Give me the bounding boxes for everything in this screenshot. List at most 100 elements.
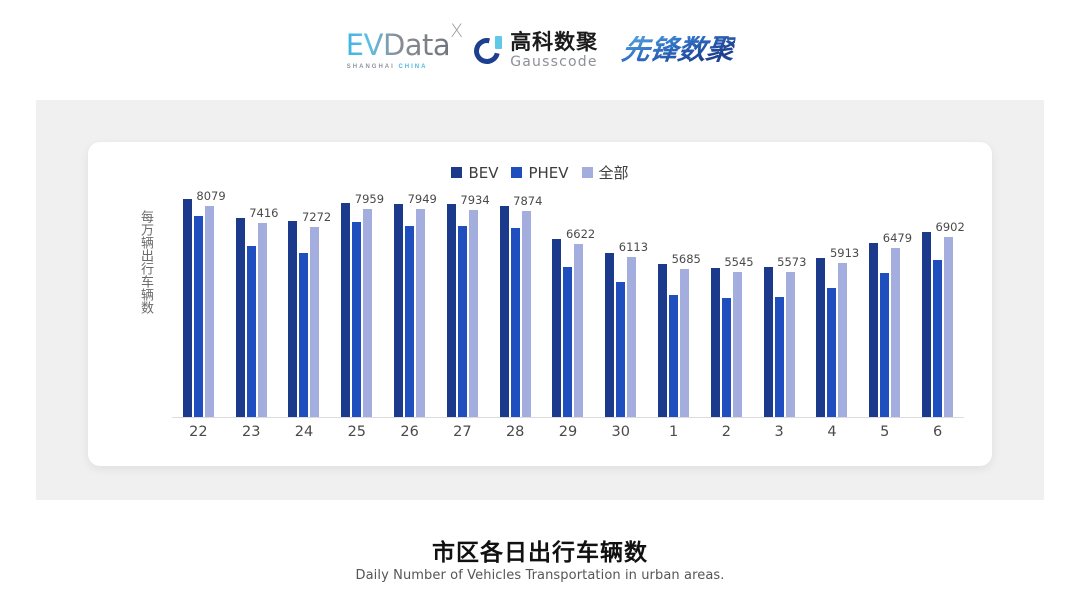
bar-全部[interactable] <box>627 257 637 418</box>
x-axis-tick: 24 <box>294 424 314 440</box>
bar-value-label: 5685 <box>671 251 701 266</box>
bar-phev[interactable] <box>352 222 362 418</box>
bar-全部[interactable] <box>204 205 214 418</box>
logo-xianfeng: 先锋数聚 <box>619 33 737 66</box>
x-axis-tick: 22 <box>189 424 208 440</box>
x-axis-tick: 3 <box>774 424 784 440</box>
bar-全部[interactable] <box>838 262 848 418</box>
bar-bev[interactable] <box>763 267 773 418</box>
bar-groups: 8079 7416 7272 7959 7949 7934 7874 6622 6113 5685… <box>172 189 965 418</box>
chart-legend: BEV PHEV 全部 <box>88 162 992 183</box>
logo-gausscode: 高科数聚 Gausscode <box>469 29 599 70</box>
x-axis-ticks: 22 23 24 25 26 27 28 29 30 1 2 3 4 5 6 <box>172 424 964 446</box>
bar-phev[interactable] <box>246 245 256 418</box>
bar-bev[interactable] <box>446 204 456 418</box>
bar-value-label: 7272 <box>301 209 332 224</box>
bar-value-label: 7934 <box>460 192 490 207</box>
bar-全部[interactable] <box>944 236 954 418</box>
gausscode-mark-icon <box>469 32 506 69</box>
evdata-tagline: SHANGHAI CHINA <box>347 64 428 70</box>
bar-group: 6479 <box>858 192 913 418</box>
legend-label: PHEV <box>528 163 569 182</box>
bar-bev[interactable] <box>552 239 562 418</box>
bar-phev[interactable] <box>405 225 415 418</box>
x-axis-tick: 28 <box>505 424 525 440</box>
chart-card: BEV PHEV 全部 每万辆出行车辆数 8079 7416 7272 7959 7949 7… <box>88 142 992 466</box>
legend-swatch-icon <box>511 167 523 178</box>
bar-bev[interactable] <box>182 199 192 418</box>
bar-全部[interactable] <box>680 268 690 418</box>
x-axis-tick: 23 <box>241 424 261 440</box>
legend-swatch-icon <box>451 167 463 178</box>
bar-value-label: 7416 <box>249 206 279 221</box>
bar-group: 7416 <box>225 192 278 418</box>
bar-bev[interactable] <box>816 258 826 418</box>
bar-bev[interactable] <box>235 217 245 418</box>
bar-phev[interactable] <box>193 216 203 418</box>
bar-group: 7874 <box>489 192 542 418</box>
evdata-wordmark: EVData <box>345 27 451 62</box>
bar-bev[interactable] <box>341 203 351 418</box>
bar-phev[interactable] <box>616 281 626 418</box>
x-axis-tick: 29 <box>558 424 578 440</box>
bar-全部[interactable] <box>574 244 584 418</box>
gausscode-chinese-name: 高科数聚 <box>510 29 599 54</box>
legend-item-phev[interactable]: PHEV <box>511 163 569 182</box>
x-axis-tick: 27 <box>453 424 472 440</box>
x-axis-tick: 1 <box>668 424 679 440</box>
bar-全部[interactable] <box>521 211 531 418</box>
bar-value-label: 6479 <box>882 230 913 245</box>
bar-全部[interactable] <box>785 271 795 418</box>
bar-value-label: 7949 <box>407 192 437 207</box>
bar-phev[interactable] <box>880 272 890 418</box>
bar-group: 5913 <box>806 192 859 418</box>
bar-bev[interactable] <box>394 203 404 418</box>
plot-area: 8079 7416 7272 7959 7949 7934 7874 6622 6113 5685… <box>172 189 965 418</box>
bar-phev[interactable] <box>933 259 943 418</box>
bar-全部[interactable] <box>891 247 901 418</box>
bar-全部[interactable] <box>732 272 742 418</box>
legend-item-全部[interactable]: 全部 <box>581 162 629 183</box>
bar-phev[interactable] <box>510 227 520 418</box>
bar-phev[interactable] <box>774 297 784 418</box>
bar-value-label: 5573 <box>777 254 807 269</box>
bar-phev[interactable] <box>721 298 731 418</box>
bar-group: 7959 <box>330 191 385 418</box>
bar-bev[interactable] <box>710 268 720 418</box>
bar-bev[interactable] <box>288 221 298 418</box>
bar-phev[interactable] <box>669 294 679 418</box>
legend-label: 全部 <box>598 164 629 182</box>
bar-全部[interactable] <box>468 209 478 418</box>
bar-value-label: 5913 <box>829 245 860 260</box>
bar-phev[interactable] <box>827 288 837 418</box>
gausscode-bar-icon <box>495 35 503 49</box>
bar-group: 5685 <box>647 192 701 418</box>
xianfeng-wordmark: 先锋数聚 <box>619 33 737 66</box>
bar-value-label: 7959 <box>354 191 385 206</box>
logo-bar: EVData X SHANGHAI CHINA 高科数聚 Gausscode 先… <box>0 21 1080 76</box>
bar-bev[interactable] <box>658 264 668 418</box>
bar-phev[interactable] <box>563 266 573 418</box>
legend-item-bev[interactable]: BEV <box>451 164 498 182</box>
y-axis-label: 每万辆出行车辆数 <box>138 210 153 314</box>
bar-bev[interactable] <box>922 231 932 418</box>
bar-phev[interactable] <box>299 253 309 418</box>
bar-全部[interactable] <box>257 223 267 418</box>
bar-全部[interactable] <box>416 209 426 418</box>
bar-全部[interactable] <box>310 226 320 418</box>
bar-group: 7934 <box>436 192 490 418</box>
bar-bev[interactable] <box>605 253 615 418</box>
bar-group: 5545 <box>700 192 754 418</box>
bar-value-label: 6622 <box>565 226 596 241</box>
bar-phev[interactable] <box>457 226 467 418</box>
bar-bev[interactable] <box>499 205 509 418</box>
bar-value-label: 5545 <box>724 255 754 270</box>
evdata-tagline-shanghai: SHANGHAI <box>346 63 399 70</box>
bar-bev[interactable] <box>869 243 879 418</box>
x-axis-tick: 26 <box>400 424 419 440</box>
bar-全部[interactable] <box>363 208 373 418</box>
gausscode-english-name: Gausscode <box>510 53 598 70</box>
bar-group: 6622 <box>542 192 595 418</box>
x-axis-tick: 25 <box>347 424 367 440</box>
